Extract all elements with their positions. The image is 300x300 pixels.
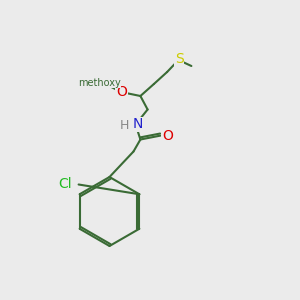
Text: Cl: Cl [58, 177, 72, 191]
Text: O: O [116, 85, 127, 98]
Text: S: S [175, 52, 184, 66]
Text: N: N [132, 118, 142, 131]
Text: methoxy: methoxy [78, 77, 121, 88]
Text: H: H [120, 118, 129, 132]
Text: O: O [162, 129, 173, 142]
